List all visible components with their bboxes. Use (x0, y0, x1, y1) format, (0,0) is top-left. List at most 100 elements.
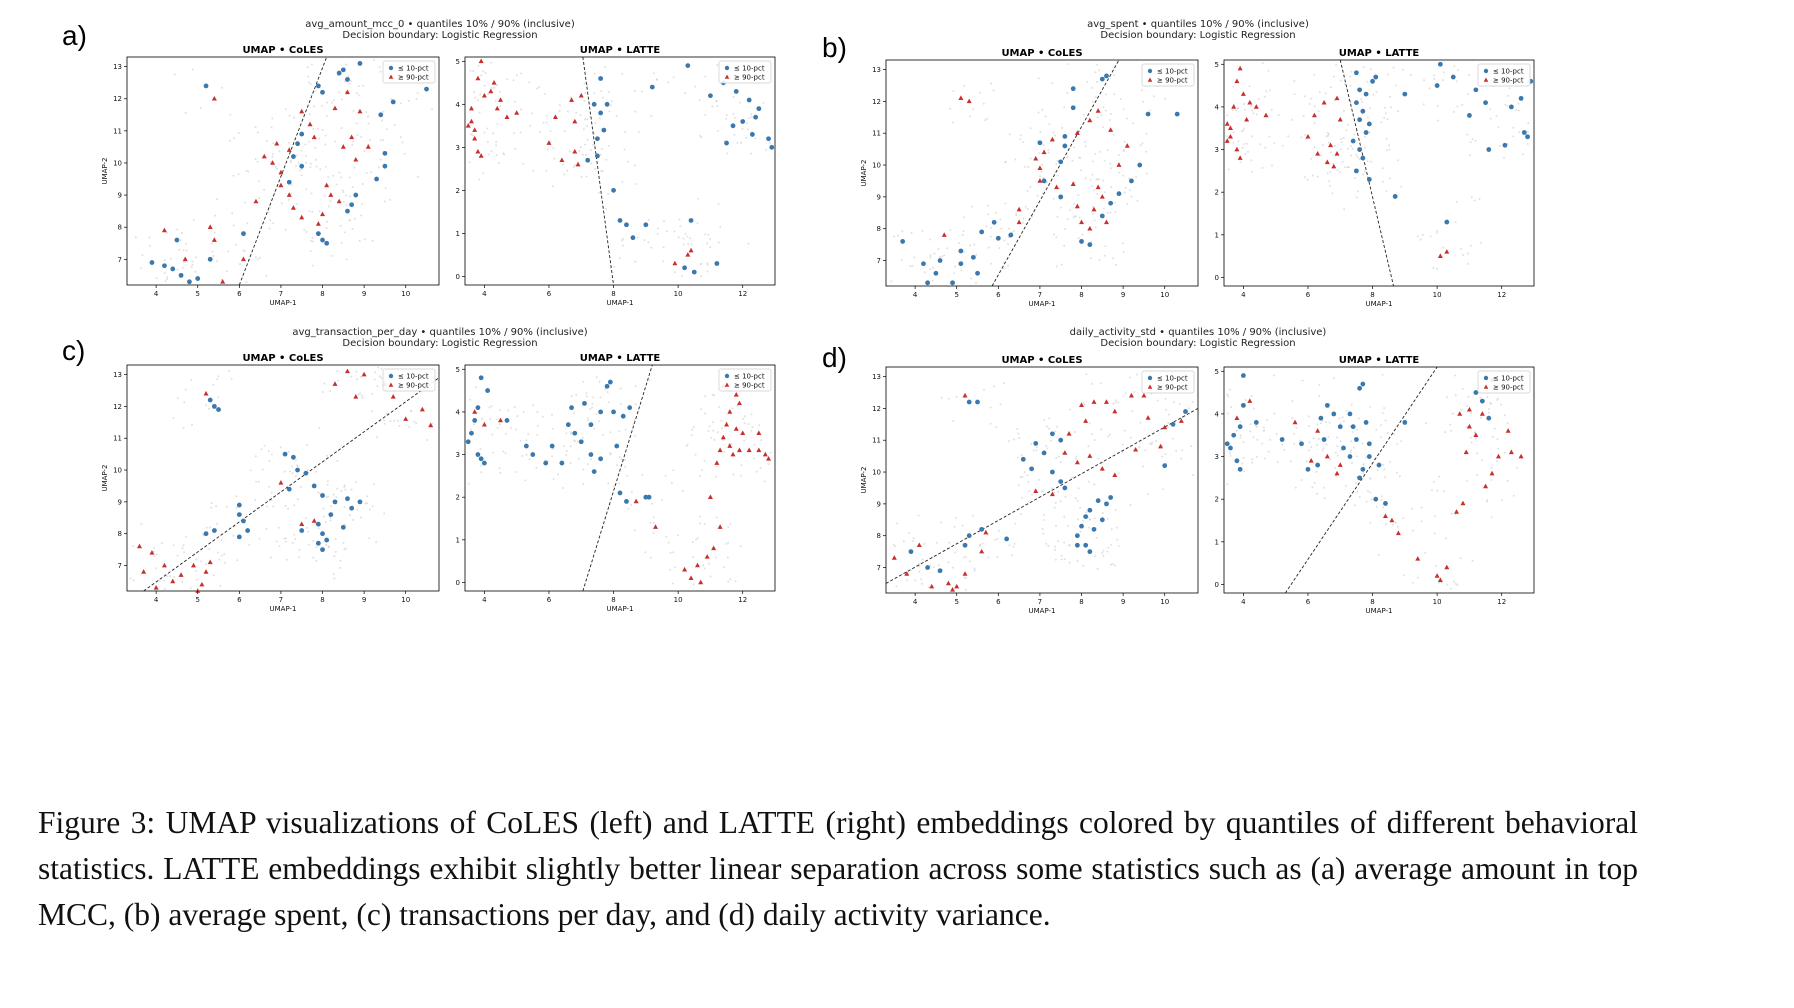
high-quantile-point (688, 575, 694, 581)
background-point (1250, 104, 1253, 107)
background-point (1375, 91, 1378, 94)
background-point (1102, 106, 1105, 109)
background-point (1030, 443, 1032, 446)
background-point (1039, 175, 1042, 178)
background-point (740, 464, 743, 467)
y-tick-label: 10 (872, 162, 881, 170)
background-point (708, 425, 711, 428)
background-point (1346, 166, 1349, 169)
high-quantile-point (1244, 116, 1250, 122)
low-quantile-point (1434, 83, 1440, 88)
background-point (274, 165, 277, 168)
background-point (1060, 554, 1063, 557)
background-point (1124, 186, 1127, 189)
background-point (1051, 82, 1054, 84)
high-quantile-point (1437, 253, 1443, 258)
background-point (1090, 240, 1093, 243)
background-point (579, 146, 582, 149)
background-point (1026, 474, 1029, 477)
background-point (338, 91, 340, 94)
background-point (1035, 446, 1038, 449)
background-point (1054, 502, 1057, 504)
background-point (704, 395, 707, 398)
high-quantile-point (1087, 117, 1093, 123)
y-tick-label: 9 (877, 500, 881, 508)
background-point (155, 567, 158, 570)
high-quantile-point (299, 214, 305, 220)
background-point (479, 448, 482, 451)
background-point (1110, 563, 1112, 566)
background-point (521, 455, 524, 457)
background-point (1094, 96, 1097, 99)
high-quantile-point (270, 160, 276, 165)
low-quantile-point (1299, 441, 1304, 447)
background-point (1095, 536, 1098, 539)
background-point (479, 93, 482, 96)
low-quantile-point (1353, 437, 1359, 442)
background-point (985, 225, 988, 228)
background-point (1386, 118, 1389, 120)
background-point (1490, 466, 1493, 469)
low-quantile-point (1324, 402, 1330, 408)
background-point (278, 150, 281, 153)
background-point (1313, 105, 1316, 108)
background-point (1086, 81, 1089, 83)
suptitle-line-1: avg_amount_mcc_0 • quantiles 10% / 90% (… (305, 19, 575, 30)
background-point (1442, 79, 1444, 82)
background-point (325, 227, 328, 230)
background-point (1380, 121, 1383, 124)
x-tick-label: 7 (1038, 291, 1042, 299)
x-tick-label: 9 (362, 290, 366, 298)
background-point (677, 534, 680, 537)
high-quantile-point (261, 153, 267, 159)
background-point (1385, 523, 1387, 526)
background-point (603, 66, 606, 68)
background-point (326, 480, 329, 483)
background-point (1339, 79, 1342, 82)
background-point (1125, 117, 1128, 120)
low-quantile-point (1392, 194, 1398, 199)
background-point (279, 446, 282, 449)
background-point (989, 235, 992, 238)
background-point (952, 90, 955, 93)
background-point (1436, 104, 1439, 107)
background-point (1497, 447, 1500, 450)
background-point (1446, 583, 1449, 586)
background-point (1093, 219, 1096, 222)
background-point (291, 472, 294, 475)
background-point (1411, 529, 1414, 532)
high-quantile-point (1434, 573, 1440, 578)
background-point (918, 565, 921, 568)
background-point (1093, 189, 1095, 192)
background-point (1362, 173, 1364, 176)
background-point (1440, 581, 1443, 584)
background-point (1504, 103, 1507, 106)
background-point (1226, 135, 1229, 138)
legend-label-high: ≥ 90-pct (734, 382, 765, 390)
background-point (502, 450, 505, 453)
background-point (1356, 156, 1359, 159)
background-point (1164, 453, 1167, 456)
low-quantile-point (908, 549, 914, 555)
background-point (498, 409, 501, 412)
background-point (753, 443, 756, 446)
background-point (1103, 159, 1106, 162)
low-quantile-point (594, 136, 600, 142)
background-point (1442, 246, 1445, 249)
background-point (671, 582, 674, 585)
background-point (482, 70, 485, 73)
low-quantile-point (1353, 70, 1359, 76)
background-point (937, 248, 940, 250)
background-point (1490, 516, 1493, 519)
low-quantile-point (504, 418, 510, 423)
background-point (360, 203, 363, 206)
y-tick-label: 2 (456, 187, 460, 195)
high-quantile-point (727, 443, 733, 448)
background-point (1073, 431, 1076, 433)
low-quantile-point (1062, 485, 1068, 491)
high-quantile-point (1095, 108, 1101, 113)
background-point (1265, 90, 1268, 93)
high-quantile-point (1066, 431, 1072, 436)
background-point (415, 97, 418, 100)
